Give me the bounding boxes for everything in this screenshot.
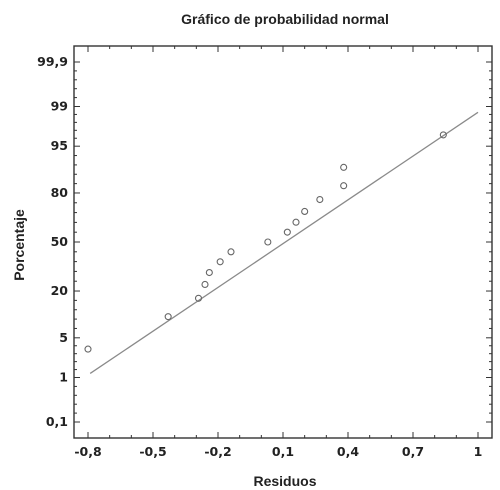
data-point [84, 345, 92, 353]
y-tick-label: 1 [59, 370, 68, 385]
data-point [340, 182, 348, 190]
x-tick-label: 0,4 [337, 444, 359, 459]
y-axis: 0,1 1 5 20 50 80 95 99 99,9 [37, 54, 492, 429]
plot-area [73, 45, 493, 439]
y-tick-label: 95 [51, 138, 68, 153]
x-tick-label: 0,1 [272, 444, 294, 459]
data-point [292, 218, 300, 226]
y-axis-label: Porcentaje [11, 209, 27, 281]
data-point [340, 163, 348, 171]
x-tick-label: -0,8 [74, 444, 101, 459]
data-point [216, 258, 224, 266]
data-point [227, 248, 235, 256]
x-tick-label: 1 [474, 444, 483, 459]
data-point [301, 207, 309, 216]
data-point [283, 228, 291, 236]
data-point [164, 313, 172, 321]
y-tick-label: 99 [51, 98, 68, 113]
fit-line [89, 111, 479, 375]
x-tick-label: 0,7 [402, 444, 424, 459]
y-tick-label: 0,1 [46, 414, 68, 429]
chart-title: Gráfico de probabilidad normal [181, 11, 389, 27]
data-point [439, 131, 447, 139]
x-tick-label: -0,5 [139, 444, 166, 459]
y-tick-label: 50 [51, 234, 69, 249]
x-axis: -0,8 -0,5 -0,2 0,1 0,4 0,7 1 [74, 46, 482, 459]
y-tick-label: 5 [59, 330, 68, 345]
x-tick-label: -0,2 [204, 444, 231, 459]
data-points [84, 131, 447, 353]
y-tick-label: 20 [51, 283, 69, 298]
y-tick-label: 99,9 [37, 54, 68, 69]
y-tick-label: 80 [51, 185, 69, 200]
data-point [264, 238, 272, 246]
data-point [201, 280, 209, 289]
data-point [205, 268, 213, 277]
x-axis-label: Residuos [253, 473, 316, 489]
data-point [194, 294, 203, 302]
data-point [316, 195, 324, 204]
fit-line-group [89, 111, 479, 375]
